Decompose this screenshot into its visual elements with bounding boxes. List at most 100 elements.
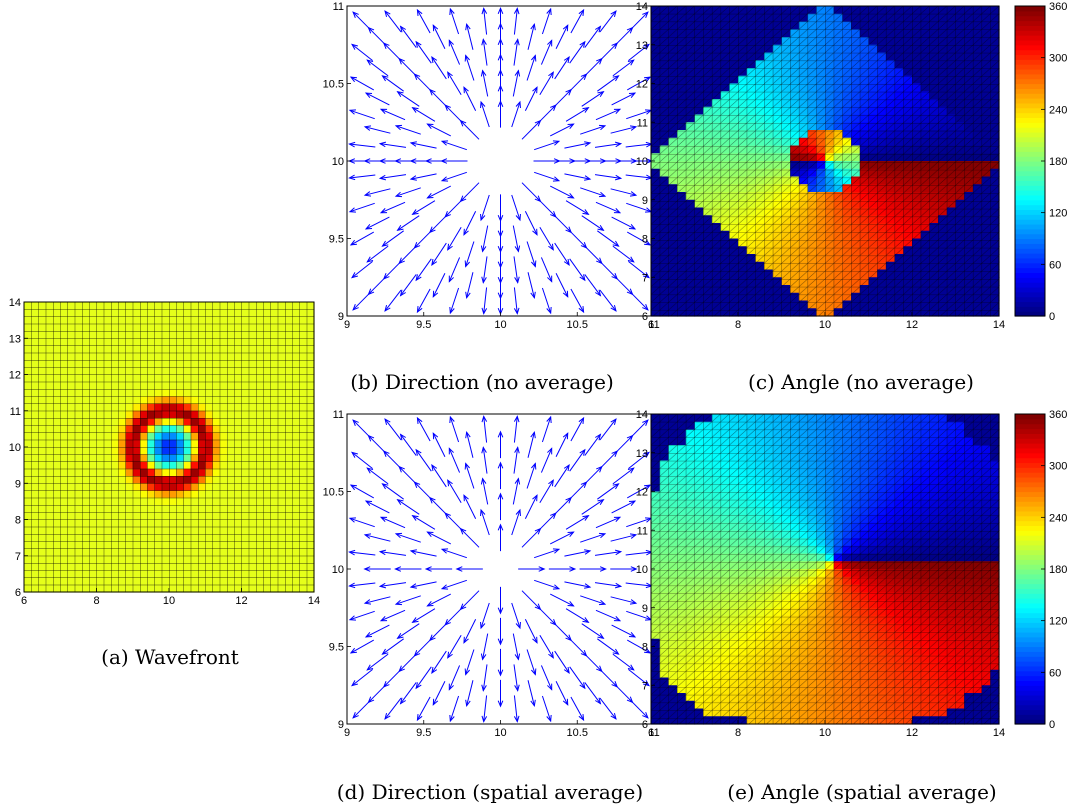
- panel-d-arrow-head: [612, 483, 620, 490]
- panel-d-arrow: [464, 649, 475, 676]
- panel-d-arrow: [409, 549, 437, 557]
- panel-b-arrow-head: [642, 304, 649, 311]
- panel-d-arrow-head: [582, 617, 590, 623]
- panel-b-arrow: [459, 119, 480, 140]
- panel-d-arrow-shaft: [610, 534, 637, 542]
- panel-b-arrow-head: [532, 86, 538, 94]
- panel-d-arrow: [384, 418, 402, 441]
- panel-d-arrow-head: [440, 548, 449, 554]
- panel-d-arrow: [384, 697, 402, 720]
- panel-d-arrow-shaft: [527, 680, 535, 706]
- panel-b-arrow-shaft: [565, 107, 589, 122]
- panel-b-arrow: [524, 210, 538, 236]
- panel-d-arrow: [511, 602, 521, 630]
- panel-d-arrow-head: [567, 531, 575, 538]
- panel-b-arrow: [481, 7, 488, 35]
- panel-b-arrow-shaft: [626, 202, 652, 213]
- panel-b-arrow-head: [584, 141, 592, 147]
- panel-d-arrow-shaft: [350, 639, 375, 654]
- panel-d-arrow-shaft: [465, 649, 475, 675]
- panel-b-arrow-shaft: [482, 70, 489, 97]
- panel-b-arrow: [432, 272, 446, 298]
- panel-d-arrow-head: [444, 512, 451, 519]
- panel-d-arrow: [363, 566, 391, 572]
- panel-d-arrow-shaft: [349, 610, 375, 621]
- panel-d-arrow-shaft: [570, 417, 585, 442]
- panel-d-arrow: [497, 492, 504, 521]
- panel-b-arrow-shaft: [612, 245, 635, 263]
- panel-b-arrow-shaft: [349, 174, 376, 179]
- panel-d-arrow: [480, 633, 489, 661]
- panel-b-arrow-shaft: [466, 24, 474, 50]
- panel-b-arrow: [349, 231, 375, 246]
- panel-d-arrow-head: [584, 549, 592, 555]
- panel-d-arrow: [527, 680, 536, 708]
- panel-b-arrow: [599, 10, 617, 33]
- panel-d-arrow-head: [366, 664, 374, 671]
- panel-b-arrow: [366, 59, 389, 77]
- panel-d-arrow-shaft: [511, 509, 521, 536]
- panel-c-colorbar-step: [1015, 291, 1045, 298]
- panel-d-arrow-head: [351, 451, 358, 458]
- panel-d-arrow-head: [349, 484, 357, 491]
- panel-d-arrow: [480, 602, 490, 630]
- panel-d-arrow-shaft: [482, 447, 488, 474]
- panel-a-xtick-label: 12: [235, 595, 247, 607]
- panel-b-arrow-head: [497, 276, 504, 284]
- panel-b-arrow: [364, 92, 390, 106]
- panel-b-arrow-shaft: [534, 171, 560, 182]
- panel-b-arrow-head: [464, 260, 471, 268]
- panel-d-arrow-shaft: [382, 483, 404, 500]
- panel-b-arrow-shaft: [540, 257, 553, 282]
- panel-d-arrow-shaft: [384, 418, 402, 441]
- panel-d-arrow: [524, 494, 538, 520]
- panel-d-arrow-head: [513, 415, 520, 423]
- panel-d-arrow-head: [432, 432, 439, 440]
- panel-c-colorbar-step: [1015, 243, 1045, 249]
- panel-b-arrow-head: [613, 208, 622, 214]
- panel-b-arrow: [426, 185, 451, 199]
- panel-b-arrow-shaft: [610, 188, 637, 196]
- panel-b-arrow: [550, 185, 575, 199]
- panel-b-arrow-head: [364, 92, 373, 99]
- panel-b-arrow-head: [366, 256, 374, 263]
- panel-d-arrow: [612, 653, 635, 671]
- panel-b-arrow: [629, 11, 649, 32]
- panel-b-arrow-head: [513, 7, 520, 15]
- panel-b-arrow: [431, 55, 447, 80]
- panel-b-arrow: [540, 39, 553, 65]
- panel-d-arrow: [348, 610, 375, 621]
- panel-d-arrow-shaft: [412, 515, 436, 530]
- panel-b-arrow: [611, 216, 637, 230]
- panel-d-arrow-head: [384, 712, 391, 720]
- panel-d-arrow-head: [396, 633, 404, 640]
- panel-d-arrow-shaft: [431, 650, 447, 674]
- panel-d-arrow: [363, 596, 391, 605]
- panel-b-arrow-head: [481, 307, 488, 315]
- panel-b-arrow: [447, 226, 462, 251]
- panel-d-arrow: [464, 462, 475, 489]
- panel-b-arrow-shaft: [512, 70, 519, 97]
- panel-b-arrow: [464, 241, 475, 268]
- panel-d-arrow-shaft: [482, 664, 488, 691]
- panel-b-arrow-head: [379, 208, 388, 214]
- panel-b-arrow-shaft: [565, 200, 589, 215]
- panel-d-arrow: [541, 415, 552, 443]
- panel-d-arrow: [497, 617, 504, 646]
- panel-b-arrow-shaft: [431, 242, 447, 266]
- panel-b-arrow-shaft: [449, 287, 460, 314]
- panel-b-arrow-shaft: [415, 258, 432, 281]
- panel-d-arrow-shaft: [380, 582, 407, 587]
- panel-d-arrow: [539, 479, 554, 504]
- panel-c-mesh: [651, 6, 999, 316]
- panel-b-arrow-shaft: [581, 91, 604, 107]
- panel-b-arrow-shaft: [463, 210, 477, 236]
- panel-d-arrow-shaft: [513, 447, 519, 474]
- panel-d-arrow-head: [447, 651, 453, 659]
- panel-d-arrow-shaft: [526, 463, 536, 489]
- panel-d-arrow-head: [464, 668, 471, 676]
- panel-b-arrow-head: [497, 245, 504, 253]
- panel-c-colorbar-step: [1015, 161, 1045, 167]
- panel-d-arrow: [381, 638, 404, 655]
